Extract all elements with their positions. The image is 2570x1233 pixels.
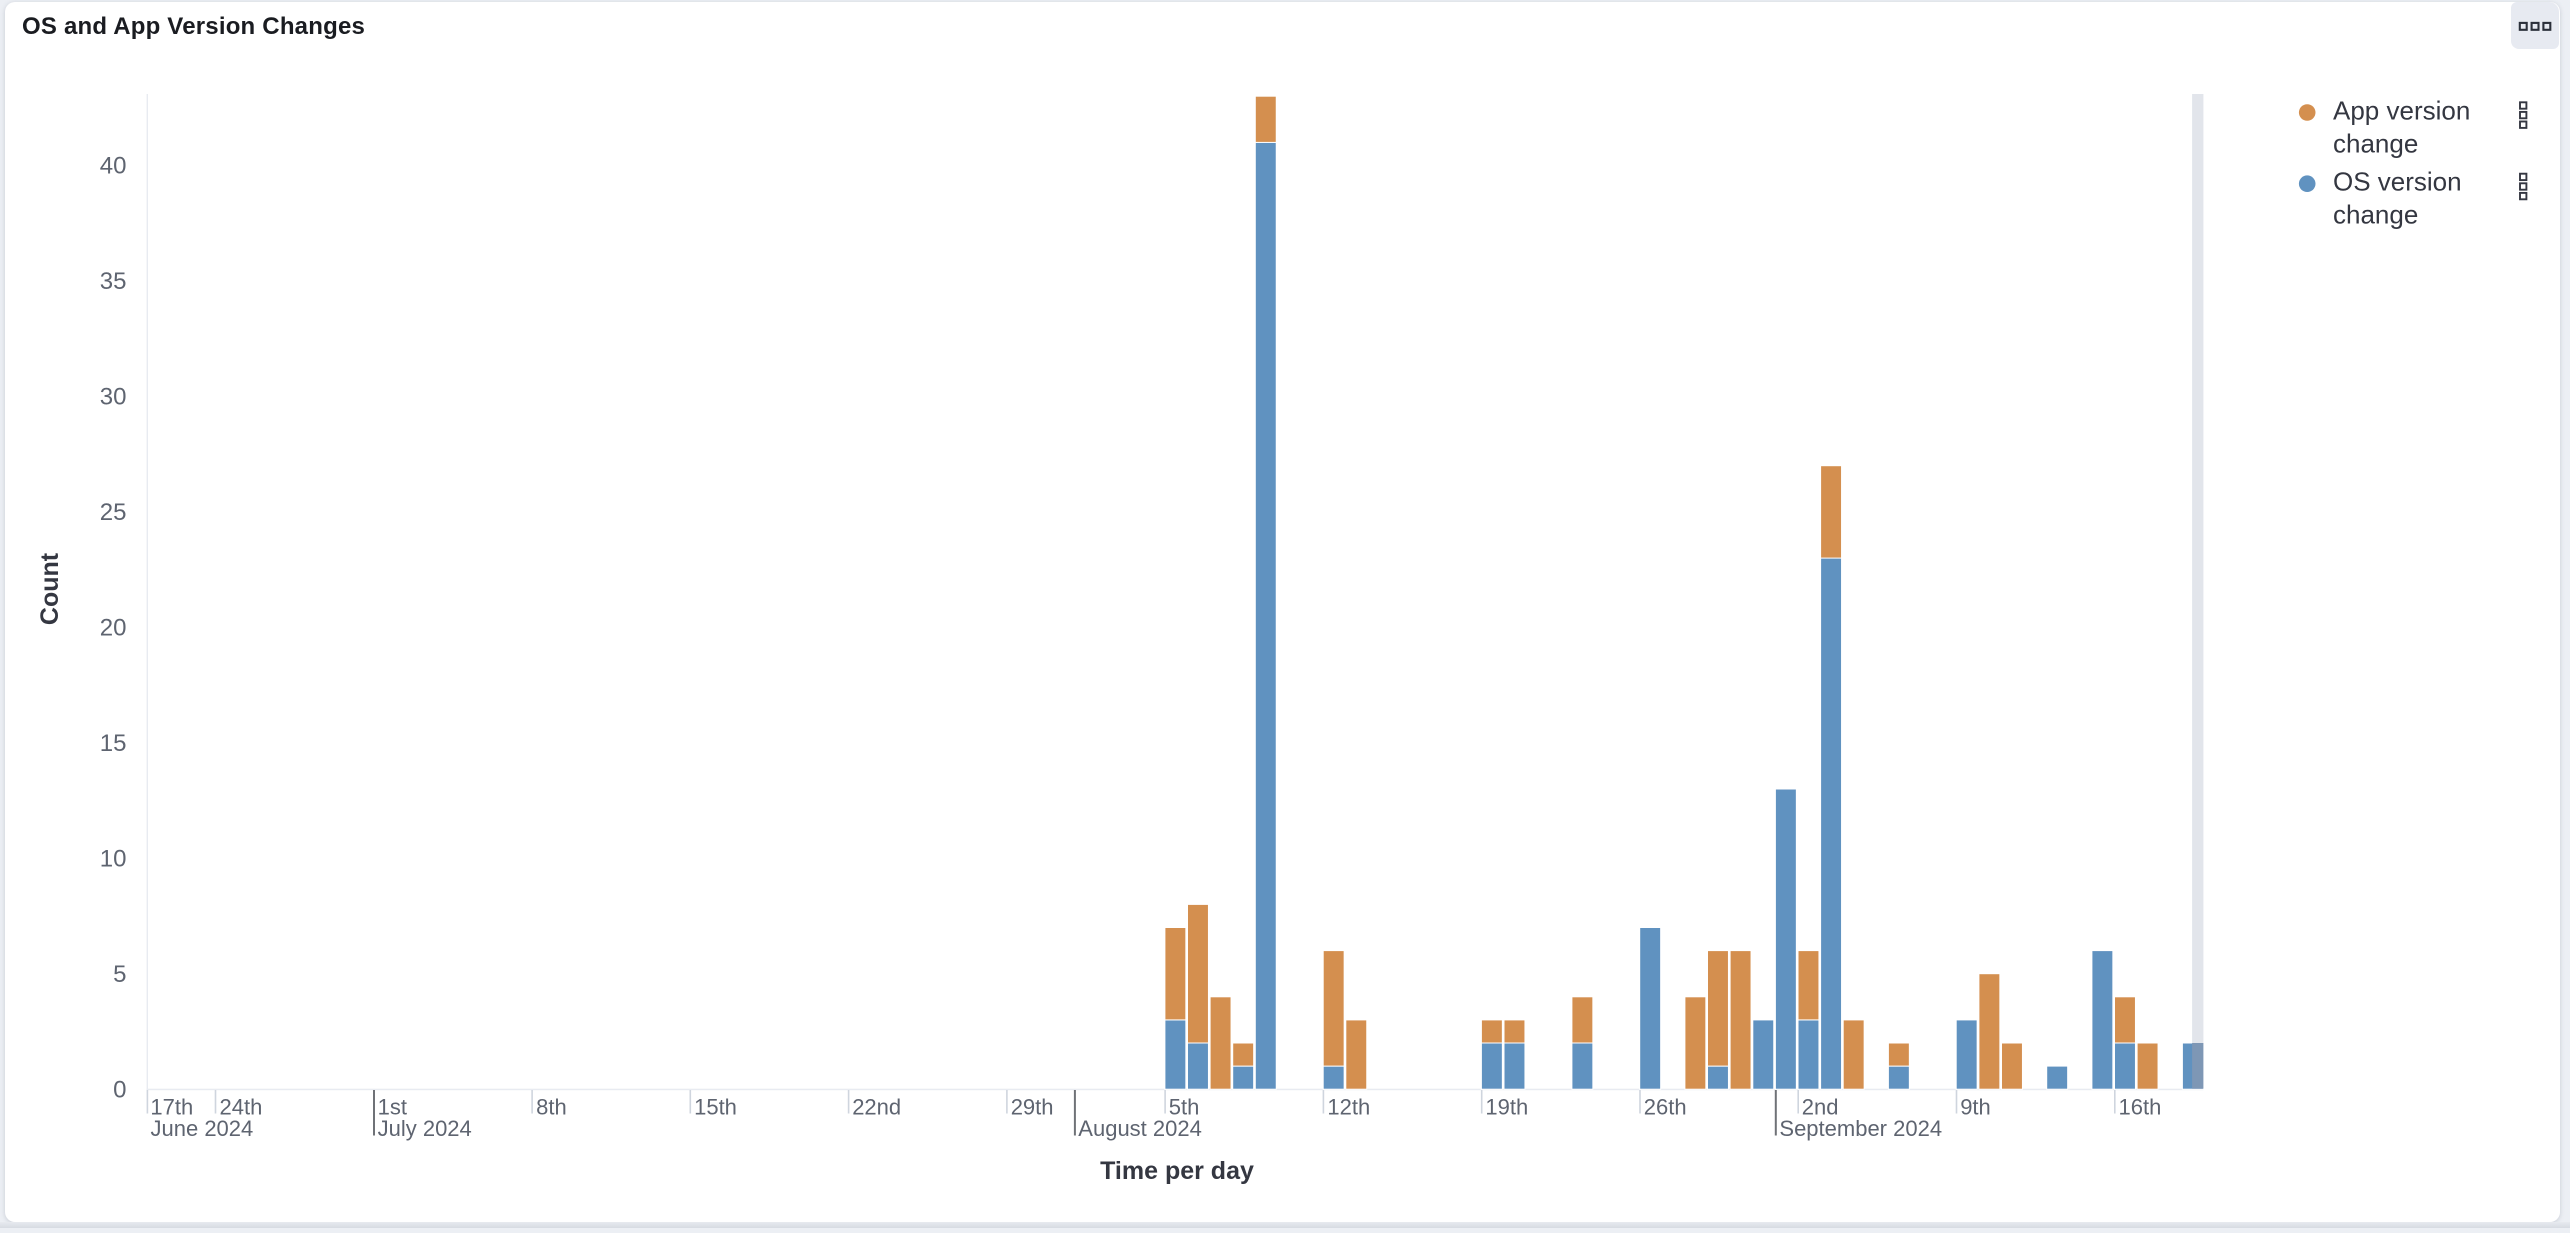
svg-text:8th: 8th	[536, 1094, 567, 1119]
svg-text:June 2024: June 2024	[151, 1116, 254, 1141]
svg-text:Count: Count	[36, 552, 64, 625]
svg-text:24th: 24th	[220, 1094, 263, 1119]
svg-text:5th: 5th	[1169, 1094, 1200, 1119]
svg-text:25: 25	[100, 499, 127, 526]
svg-text:Time per day: Time per day	[1100, 1157, 1254, 1185]
svg-text:16th: 16th	[2119, 1094, 2162, 1119]
svg-text:29th: 29th	[1011, 1094, 1054, 1119]
svg-text:26th: 26th	[1644, 1094, 1687, 1119]
svg-text:July 2024: July 2024	[378, 1116, 472, 1141]
svg-text:30: 30	[100, 384, 127, 411]
svg-text:10: 10	[100, 846, 127, 873]
svg-text:OS version: OS version	[2333, 167, 2462, 197]
svg-text:17th: 17th	[150, 1094, 193, 1119]
svg-text:1st: 1st	[378, 1094, 407, 1119]
svg-text:12th: 12th	[1327, 1094, 1370, 1119]
svg-text:September 2024: September 2024	[1779, 1116, 1942, 1141]
svg-text:5: 5	[113, 961, 126, 988]
svg-text:change: change	[2333, 200, 2418, 230]
svg-text:40: 40	[100, 153, 127, 180]
svg-text:change: change	[2333, 129, 2418, 159]
svg-text:August 2024: August 2024	[1078, 1116, 1202, 1141]
svg-text:35: 35	[100, 268, 127, 295]
svg-text:19th: 19th	[1485, 1094, 1528, 1119]
svg-text:0: 0	[113, 1076, 126, 1103]
svg-text:15: 15	[100, 730, 127, 757]
svg-text:2nd: 2nd	[1802, 1094, 1839, 1119]
svg-text:22nd: 22nd	[852, 1094, 901, 1119]
svg-text:9th: 9th	[1960, 1094, 1991, 1119]
svg-text:15th: 15th	[694, 1094, 737, 1119]
svg-text:20: 20	[100, 615, 127, 642]
svg-text:App version: App version	[2333, 96, 2470, 126]
